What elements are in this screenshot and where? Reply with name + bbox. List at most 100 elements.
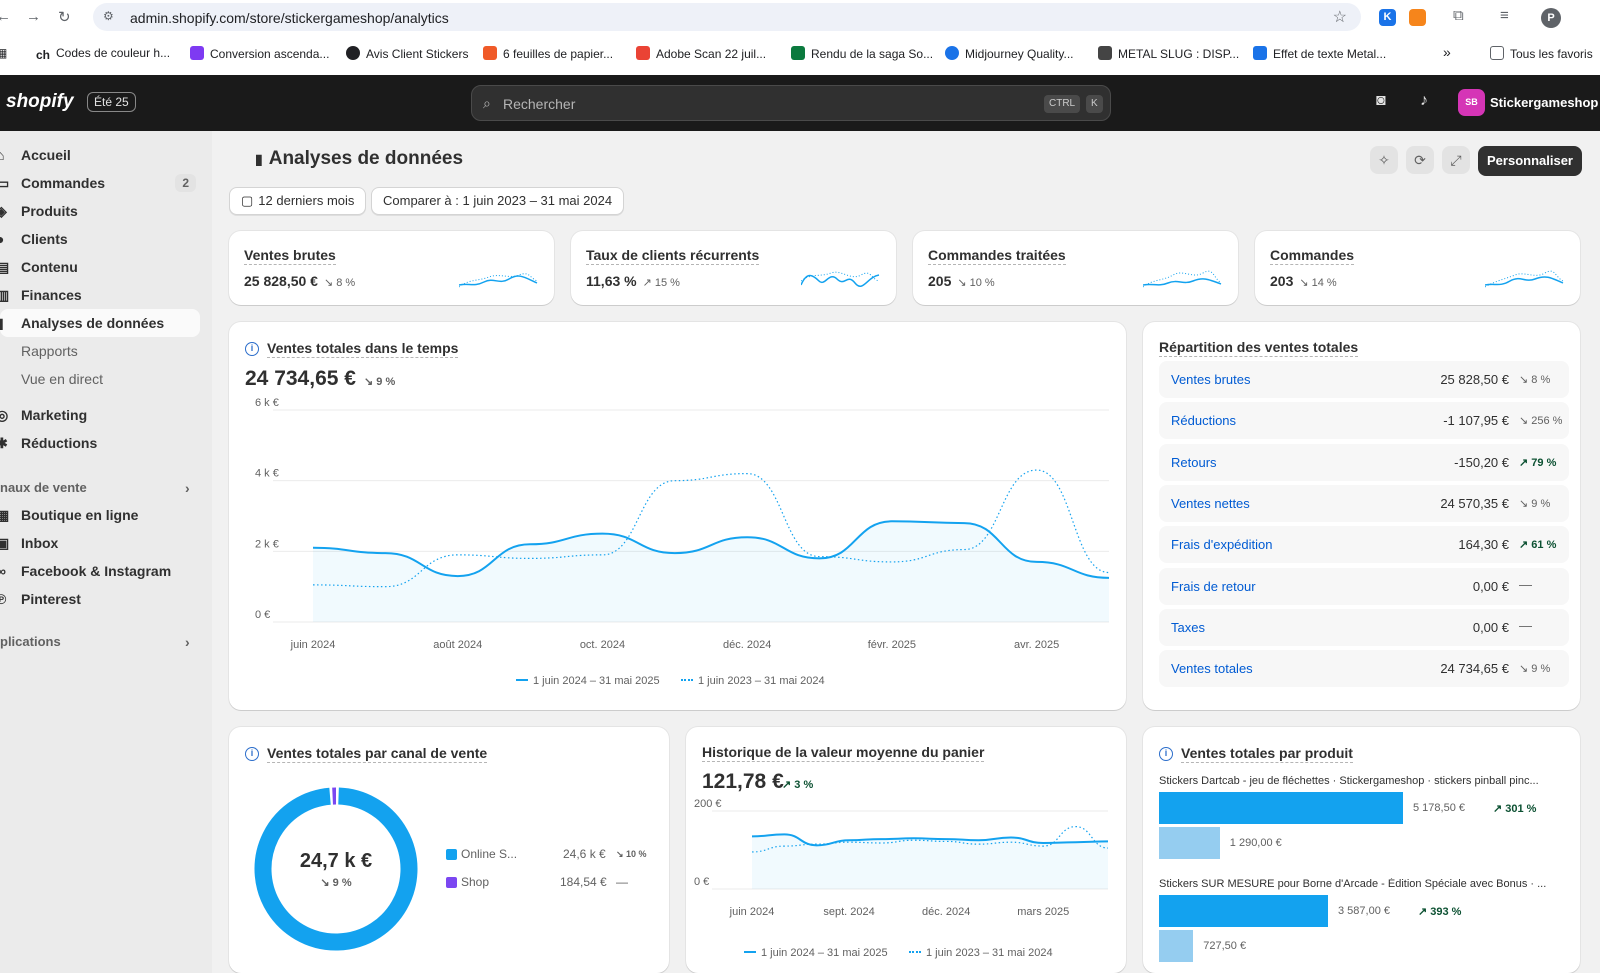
breakdown-label[interactable]: Taxes bbox=[1171, 619, 1205, 635]
shopify-logo[interactable]: shopify bbox=[6, 91, 74, 112]
series-line-previous[interactable] bbox=[751, 825, 1109, 853]
sidebar-item-live-view[interactable]: Vue en direct bbox=[21, 371, 103, 387]
sidekick-icon[interactable]: ◙ bbox=[1376, 92, 1386, 109]
all-bookmarks[interactable]: Tous les favoris bbox=[1490, 46, 1593, 61]
legend-current[interactable]: 1 juin 2024 – 31 mai 2025 bbox=[516, 675, 660, 687]
breakdown-row[interactable]: Taxes 0,00 € — bbox=[1159, 608, 1569, 646]
breakdown-row[interactable]: Frais d'expédition 164,30 € ↗ 61 % bbox=[1159, 526, 1569, 564]
sidebar-item-analytics[interactable]: ▮Analyses de données bbox=[0, 309, 200, 337]
address-bar[interactable]: ⚙ admin.shopify.com/store/stickergamesho… bbox=[93, 3, 1361, 31]
sidebar-item-discounts[interactable]: ✱ Réductions bbox=[0, 429, 200, 457]
sidebar-item-reports[interactable]: Rapports bbox=[21, 343, 78, 359]
channel-row[interactable]: Shop 184,54 € — bbox=[446, 874, 656, 894]
sidebar-item-online-store[interactable]: ▦ Boutique en ligne bbox=[0, 501, 200, 529]
breakdown-row[interactable]: Frais de retour 0,00 € — bbox=[1159, 567, 1569, 605]
sparkle-icon[interactable]: ✧ bbox=[1370, 146, 1398, 174]
back-icon[interactable]: ← bbox=[0, 8, 11, 25]
forward-icon[interactable]: → bbox=[26, 8, 41, 25]
card-title[interactable]: Ventes totales par canal de vente bbox=[267, 745, 488, 763]
bookmark-item[interactable]: Rendu de la saga So... bbox=[791, 46, 933, 61]
sidebar-item-marketing[interactable]: ◎ Marketing bbox=[0, 401, 200, 429]
kpi-card[interactable]: Commandes 203 ↘ 14 % bbox=[1255, 231, 1580, 305]
series-line-current[interactable] bbox=[751, 833, 1109, 847]
card-title[interactable]: Historique de la valeur moyenne du panie… bbox=[702, 744, 985, 762]
donut-slice[interactable] bbox=[254, 787, 418, 951]
metamask-icon[interactable] bbox=[1409, 9, 1426, 26]
edition-badge[interactable]: Été 25 bbox=[87, 92, 136, 112]
bookmark-item[interactable]: ch Codes de couleur h... bbox=[36, 46, 171, 62]
card-title[interactable]: Ventes totales par produit bbox=[1181, 745, 1353, 763]
store-name[interactable]: Stickergameshop bbox=[1490, 95, 1599, 110]
extensions-icon[interactable]: ⧉ bbox=[1453, 7, 1464, 24]
kpi-card[interactable]: Taux de clients récurrents 11,63 % ↗ 15 % bbox=[571, 231, 896, 305]
bookmark-item[interactable]: Conversion ascenda... bbox=[190, 46, 329, 61]
breakdown-label[interactable]: Retours bbox=[1171, 454, 1217, 470]
sidebar-item-home[interactable]: ⌂ Accueil bbox=[0, 141, 200, 169]
bookmark-item[interactable]: Adobe Scan 22 juil... bbox=[636, 46, 766, 61]
media-icon[interactable]: ≡ bbox=[1500, 7, 1509, 24]
kpi-card[interactable]: Ventes brutes 25 828,50 € ↘ 8 % bbox=[229, 231, 554, 305]
breakdown-value: 164,30 € bbox=[1458, 537, 1509, 553]
product-bar-previous[interactable] bbox=[1159, 930, 1194, 962]
sidebar-item-content[interactable]: ▤ Contenu bbox=[0, 253, 200, 281]
sidebar-section-channels[interactable]: naux de vente › bbox=[0, 480, 190, 496]
info-icon[interactable]: i bbox=[245, 342, 259, 356]
more-bookmarks-button[interactable]: » bbox=[1443, 44, 1451, 60]
extension-k-icon[interactable]: K bbox=[1379, 9, 1396, 26]
sidebar-item-orders[interactable]: ▭ Commandes 2 bbox=[0, 169, 200, 197]
sidebar-item-facebook-instagram[interactable]: ∞ Facebook & Instagram bbox=[0, 557, 200, 585]
bookmark-item[interactable]: Effet de texte Metal... bbox=[1253, 46, 1386, 61]
breakdown-row[interactable]: Ventes totales 24 734,65 € ↘ 9 % bbox=[1159, 650, 1569, 688]
breakdown-label[interactable]: Frais de retour bbox=[1171, 578, 1256, 594]
legend-previous[interactable]: 1 juin 2023 – 31 mai 2024 bbox=[681, 675, 825, 687]
product-label[interactable]: Stickers Dartcab - jeu de fléchettes · S… bbox=[1159, 775, 1539, 787]
sidebar-section-apps[interactable]: plications › bbox=[0, 634, 190, 650]
search-input[interactable]: ⌕ Rechercher CTRL K bbox=[471, 85, 1111, 121]
channel-row[interactable]: Online S... 24,6 k € ↘ 10 % bbox=[446, 846, 656, 866]
bookmark-item[interactable]: Avis Client Stickers bbox=[346, 46, 468, 61]
card-title[interactable]: Ventes totales dans le temps bbox=[267, 340, 459, 358]
info-icon[interactable]: i bbox=[1159, 747, 1173, 761]
product-bar-previous[interactable] bbox=[1159, 827, 1220, 859]
breakdown-row[interactable]: Ventes brutes 25 828,50 € ↘ 8 % bbox=[1159, 361, 1569, 398]
bell-icon[interactable]: ♪ bbox=[1420, 92, 1428, 109]
expand-icon[interactable]: ⤢ bbox=[1442, 146, 1470, 174]
sidebar-item-pinterest[interactable]: ℗ Pinterest bbox=[0, 585, 200, 613]
bookmark-item[interactable]: 6 feuilles de papier... bbox=[483, 46, 613, 61]
sidebar-item-products[interactable]: ◈ Produits bbox=[0, 197, 200, 225]
compare-button[interactable]: Comparer à : 1 juin 2023 – 31 mai 2024 bbox=[371, 187, 625, 215]
series-line-current[interactable] bbox=[312, 520, 1110, 579]
store-avatar[interactable]: SB bbox=[1458, 89, 1485, 116]
series-line-previous[interactable] bbox=[312, 469, 1110, 588]
profile-avatar[interactable]: P bbox=[1541, 8, 1561, 28]
breakdown-label[interactable]: Ventes brutes bbox=[1171, 372, 1251, 387]
legend-previous[interactable]: 1 juin 2023 – 31 mai 2024 bbox=[909, 947, 1053, 959]
kpi-card[interactable]: Commandes traitées 205 ↘ 10 % bbox=[913, 231, 1238, 305]
product-bar-current[interactable] bbox=[1159, 792, 1403, 824]
breakdown-row[interactable]: Retours -150,20 € ↗ 79 % bbox=[1159, 443, 1569, 481]
breakdown-label[interactable]: Réductions bbox=[1171, 413, 1237, 429]
product-label[interactable]: Stickers SUR MESURE pour Borne d'Arcade … bbox=[1159, 878, 1547, 890]
reload-icon[interactable]: ↻ bbox=[58, 9, 71, 26]
customize-button[interactable]: Personnaliser bbox=[1478, 146, 1582, 176]
sidebar-item-inbox[interactable]: ▣ Inbox bbox=[0, 529, 200, 557]
breakdown-label[interactable]: Ventes totales bbox=[1171, 661, 1253, 677]
star-icon[interactable]: ☆ bbox=[1332, 9, 1347, 26]
refresh-icon[interactable]: ⟳ bbox=[1406, 146, 1434, 174]
date-range-button[interactable]: ▢ 12 derniers mois bbox=[229, 187, 367, 215]
bookmark-item[interactable]: Midjourney Quality... bbox=[945, 46, 1074, 61]
breakdown-row[interactable]: Réductions -1 107,95 € ↘ 256 % bbox=[1159, 402, 1569, 440]
url-text[interactable]: admin.shopify.com/store/stickergameshop/… bbox=[130, 10, 449, 26]
card-title[interactable]: Répartition des ventes totales bbox=[1159, 339, 1359, 357]
apps-icon[interactable]: ▦ bbox=[0, 46, 8, 60]
info-icon[interactable]: i bbox=[245, 747, 259, 761]
sidebar-item-customers[interactable]: ● Clients bbox=[0, 225, 200, 253]
breakdown-label[interactable]: Ventes nettes bbox=[1171, 495, 1250, 511]
breakdown-label[interactable]: Frais d'expédition bbox=[1171, 537, 1273, 553]
product-bar-current[interactable] bbox=[1159, 895, 1328, 927]
breakdown-row[interactable]: Ventes nettes 24 570,35 € ↘ 9 % bbox=[1159, 484, 1569, 522]
site-settings-icon[interactable]: ⚙ bbox=[103, 9, 114, 23]
sidebar-item-finances[interactable]: ▥ Finances bbox=[0, 281, 200, 309]
legend-current[interactable]: 1 juin 2024 – 31 mai 2025 bbox=[744, 947, 888, 959]
bookmark-item[interactable]: METAL SLUG : DISP... bbox=[1098, 46, 1239, 61]
